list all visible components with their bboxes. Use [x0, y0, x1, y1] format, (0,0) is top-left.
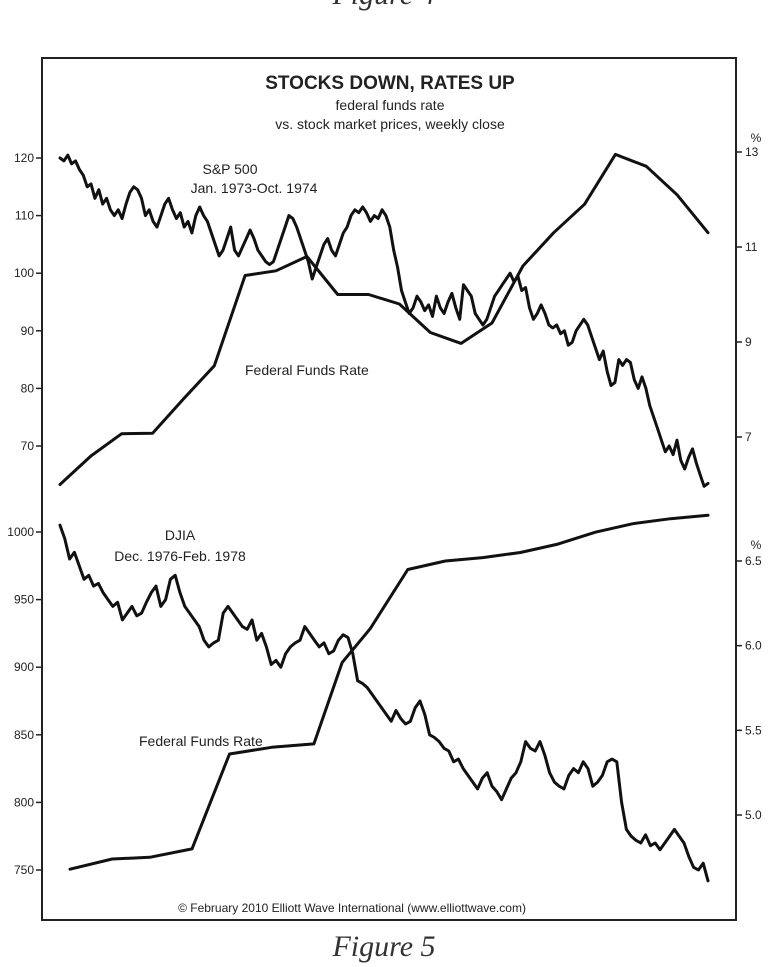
left-tick-bottom-800: 800: [14, 795, 34, 809]
fed-funds-label-bottom: Federal Funds Rate: [139, 733, 263, 749]
figure-caption-bottom: Figure 5: [332, 930, 436, 963]
sp500-date-label: Jan. 1973-Oct. 1974: [191, 180, 318, 196]
chart-title: STOCKS DOWN, RATES UP: [265, 73, 515, 94]
left-tick-top-100: 100: [14, 266, 34, 280]
left-tick-top-90: 90: [21, 324, 35, 338]
series-lines: [58, 152, 710, 883]
right-tick-bottom-5-0: 5.0: [745, 808, 762, 822]
right-tick-bottom-5-5: 5.5: [745, 723, 762, 737]
left-tick-bottom-750: 750: [14, 863, 34, 877]
copyright-note: © February 2010 Elliott Wave Internation…: [178, 901, 526, 915]
sp500-line: [58, 153, 710, 488]
figure-caption-top: Figure 4: [0, 0, 768, 12]
djia-line: [58, 523, 710, 883]
left-tick-bottom-1000: 1000: [7, 525, 34, 539]
left-tick-bottom-850: 850: [14, 728, 34, 742]
top-right-unit: %: [751, 131, 762, 145]
chart-frame: [41, 57, 737, 921]
right-tick-bottom-6-0: 6.0: [745, 639, 762, 653]
right-tick-top-7: 7: [745, 430, 752, 444]
axis-ticks: 120 110 100 90 80 70 13 11 9 7 1000 950 900 850 800 750…: [7, 145, 762, 877]
left-tick-top-120: 120: [14, 151, 34, 165]
bottom-right-unit: %: [751, 538, 762, 552]
sp500-label: S&P 500: [202, 161, 257, 177]
left-tick-bottom-950: 950: [14, 593, 34, 607]
right-tick-top-13: 13: [745, 145, 759, 159]
left-tick-top-70: 70: [21, 439, 35, 453]
djia-label: DJIA: [165, 527, 196, 543]
fed-funds-label-top: Federal Funds Rate: [245, 362, 369, 378]
right-tick-top-9: 9: [745, 335, 752, 349]
fed-funds-line-top: [58, 152, 710, 486]
chart-subtitle-line2: vs. stock market prices, weekly close: [275, 116, 505, 132]
right-tick-top-11: 11: [745, 240, 758, 254]
chart-subtitle-line1: federal funds rate: [336, 97, 445, 113]
left-tick-top-80: 80: [21, 381, 35, 395]
fed-funds-line-bottom: [68, 513, 710, 871]
left-tick-bottom-900: 900: [14, 660, 34, 674]
djia-date-label: Dec. 1976-Feb. 1978: [114, 548, 246, 564]
left-tick-top-110: 110: [15, 209, 34, 223]
right-tick-bottom-6-5: 6.5: [745, 554, 762, 568]
